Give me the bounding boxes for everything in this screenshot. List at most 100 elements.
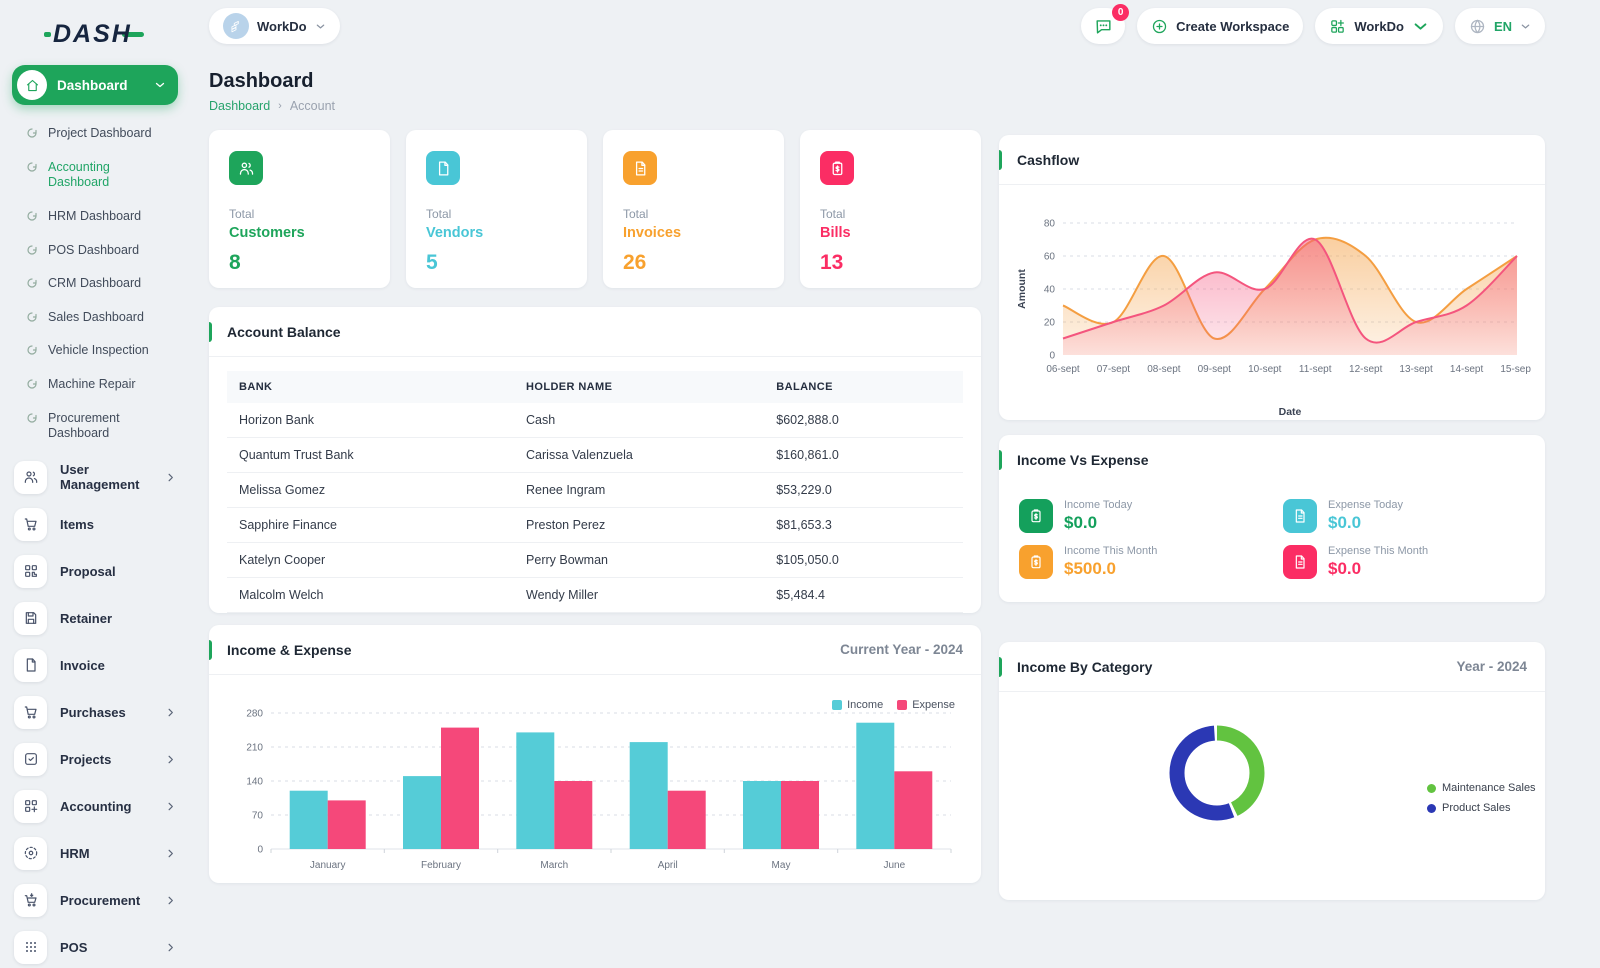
breadcrumb-dashboard-link[interactable]: Dashboard [209,99,271,113]
save-icon [23,610,39,626]
legend-dot-product [1427,803,1436,813]
svg-text:13-sept: 13-sept [1399,364,1433,375]
expense-this-month-item: Expense This Month $0.0 [1283,545,1545,579]
stat-name: Vendors [426,225,484,241]
chevron-right-icon [165,942,176,953]
workdo-menu-button[interactable]: WorkDo [1315,8,1443,44]
card-title: Income & Expense [227,641,352,658]
chevron-right-icon [165,707,176,718]
sidebar-item-retainer[interactable]: Retainer [12,598,178,639]
page-title: Dashboard [209,70,314,92]
stat-value: 26 [623,251,647,274]
svg-text:Date: Date [1279,406,1302,418]
bullet-icon [26,277,38,289]
sidebar-item-items[interactable]: Items [12,504,178,545]
legend-label: Product Sales [1442,802,1511,814]
chevron-down-icon [1520,21,1531,32]
language-selector[interactable]: EN [1454,8,1545,44]
chevron-right-icon [165,801,176,812]
svg-text:10-sept: 10-sept [1248,364,1282,375]
table-row: Quantum Trust Bank Carissa Valenzuela $160… [227,437,963,473]
sidebar-item-label: Machine Repair [48,377,136,391]
legend-label: Maintenance Sales [1442,782,1536,794]
svg-text:April: April [658,860,678,871]
messages-button[interactable]: 0 [1081,4,1130,44]
svg-text:210: 210 [246,743,263,754]
sidebar-item-user-management[interactable]: User Management [12,457,178,498]
check-square-icon [23,751,39,767]
bullet-icon [26,344,38,356]
svg-text:12-sept: 12-sept [1349,364,1383,375]
app-logo[interactable]: DASH [12,14,178,65]
chevron-right-icon [165,754,176,765]
file-lines-icon [1283,545,1317,579]
main-content: Dashboard Dashboard › Account Total Cust… [190,52,1600,900]
stats-row: Total Customers 8 Total Vendors 5 Total … [209,130,981,288]
sidebar-item-label: Procurement [60,892,141,908]
svg-text:Amount: Amount [1016,269,1028,309]
chevron-right-icon [165,895,176,906]
file-lines-icon [1283,499,1317,533]
sidebar-item-accounting-dashboard[interactable]: Accounting Dashboard [12,151,178,200]
bullet-icon [26,161,38,173]
svg-text:08-sept: 08-sept [1147,364,1181,375]
cell-holder: Carissa Valenzuela [514,437,765,473]
sidebar-item-label: Vehicle Inspection [48,343,149,358]
metric-value: $500.0 [1064,559,1116,578]
chevron-right-icon [165,848,176,859]
cell-bank: Melissa Gomez [227,472,515,508]
users-icon [229,151,263,185]
sidebar-item-projects[interactable]: Projects [12,739,178,780]
cell-balance: $105,050.0 [764,542,963,578]
sidebar-item-label: HRM [60,845,90,861]
building-icon [229,19,243,33]
sidebar-item-proposal[interactable]: Proposal [12,551,178,592]
logo-accent-dot [44,32,51,37]
cart-icon [23,704,39,720]
metric-label: Expense This Month [1328,545,1429,557]
cell-balance: $160,861.0 [764,437,963,473]
sidebar-item-sales-dashboard[interactable]: Sales Dashboard [12,301,178,335]
income-expense-card: Income & Expense Current Year - 2024 Inc… [209,625,981,883]
svg-text:06-sept: 06-sept [1046,364,1080,375]
svg-text:May: May [772,860,791,871]
sidebar-item-hrm[interactable]: HRM [12,833,178,874]
cell-holder: Wendy Miller [514,577,765,613]
file-lines-icon [623,151,657,185]
sidebar-item-accounting[interactable]: Accounting [12,786,178,827]
stat-label: Total [229,207,255,221]
create-workspace-button[interactable]: Create Workspace [1137,8,1304,44]
svg-text:March: March [540,860,568,871]
sidebar-item-invoice[interactable]: Invoice [12,645,178,686]
table-row: Sapphire Finance Preston Perez $81,653.3 [227,507,963,543]
table-row: Horizon Bank Cash $602,888.0 [227,403,963,438]
metric-value: $0.0 [1328,559,1362,578]
stat-card-bills: Total Bills 13 [800,130,981,288]
metric-label: Expense Today [1328,499,1404,511]
chart-legend: Maintenance Sales Product Sales [1427,782,1536,822]
chart-legend: Income Expense [832,699,955,711]
cell-bank: Malcolm Welch [227,577,515,613]
legend-label: Expense [912,699,955,711]
sidebar-item-pos[interactable]: POS [12,927,178,968]
cell-bank: Horizon Bank [227,403,515,438]
sidebar-item-hrm-dashboard[interactable]: HRM Dashboard [12,200,178,234]
sidebar-item-project-dashboard[interactable]: Project Dashboard [12,117,178,151]
home-icon-bubble [17,70,47,100]
workspace-switcher[interactable]: WorkDo [209,8,340,44]
sidebar-item-crm-dashboard[interactable]: CRM Dashboard [12,267,178,301]
clipboard-dollar-icon [1019,545,1053,579]
create-workspace-label: Create Workspace [1176,18,1290,34]
legend-dot-maintenance [1427,783,1436,793]
svg-text:70: 70 [252,811,264,822]
sidebar-item-pos-dashboard[interactable]: POS Dashboard [12,234,178,268]
sidebar-item-vehicle-inspection[interactable]: Vehicle Inspection [12,334,178,368]
sidebar-item-dashboard[interactable]: Dashboard [12,65,178,105]
sidebar-item-machine-repair[interactable]: Machine Repair [12,368,178,402]
sidebar-item-procurement[interactable]: Procurement [12,880,178,921]
qr-icon [23,563,39,579]
sidebar-item-purchases[interactable]: Purchases [12,692,178,733]
bullet-icon [26,210,38,222]
svg-text:280: 280 [246,709,263,720]
sidebar-item-procurement-dashboard[interactable]: Procurement Dashboard [12,402,178,451]
